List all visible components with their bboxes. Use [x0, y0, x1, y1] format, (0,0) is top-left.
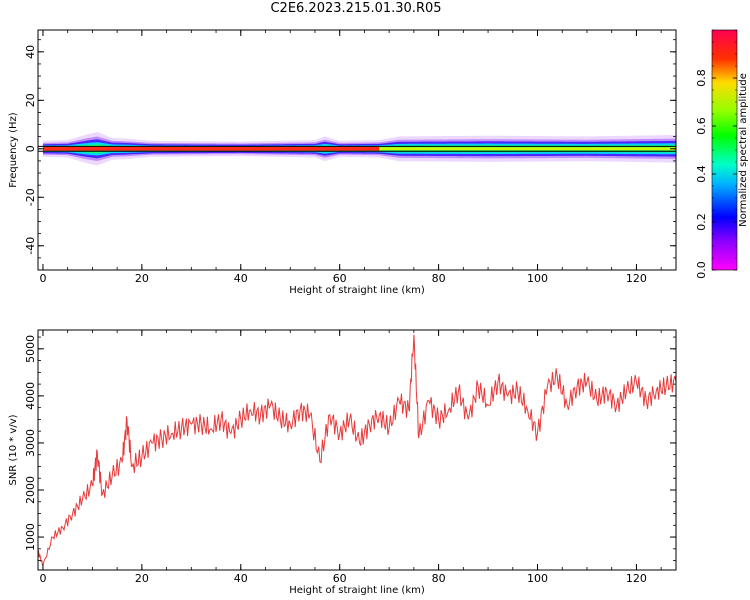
colorbar: 0.0 0.2 0.4 0.6 0.8 Normalized spectral ampl… — [695, 29, 749, 279]
y-tick-label: -20 — [24, 188, 37, 206]
x-tick-label: 80 — [432, 572, 446, 585]
colorbar-tick-label: 0.0 — [695, 261, 708, 279]
spectrogram-core — [42, 146, 380, 151]
snr-x-label: Height of straight line (km) — [289, 585, 425, 596]
y-tick-label: 1000 — [24, 523, 37, 551]
colorbar-tick-label: 0.2 — [695, 213, 708, 231]
x-tick-label: 120 — [626, 272, 647, 285]
colorbar-tick-label: 0.8 — [695, 69, 708, 87]
y-tick-label: 5000 — [24, 335, 37, 363]
y-tick-label: 20 — [24, 93, 37, 107]
y-tick-label: 4000 — [24, 382, 37, 410]
spectrogram-ticks: 0 20 40 60 80 100 120 -40 -20 0 20 40 — [24, 30, 676, 285]
spectrogram-x-label: Height of straight line (km) — [289, 285, 425, 296]
x-tick-label: 100 — [527, 272, 548, 285]
colorbar-gradient — [712, 30, 737, 270]
x-tick-label: 80 — [432, 272, 446, 285]
y-tick-label: 40 — [24, 45, 37, 59]
x-tick-label: 20 — [135, 572, 149, 585]
snr-series-line — [38, 334, 676, 567]
y-tick-label: -40 — [24, 237, 37, 255]
colorbar-label: Normalized spectral amplitude — [738, 73, 749, 227]
spectrogram-core — [379, 147, 676, 151]
snr-panel: 0 20 40 60 80 100 120 1000 2000 3000 4000 5000 Heig… — [8, 329, 677, 596]
colorbar-ticks: 0.0 0.2 0.4 0.6 0.8 — [695, 29, 737, 279]
chart-title: C2E6.2023.215.01.30.R05 — [270, 1, 442, 16]
x-tick-label: 60 — [333, 272, 347, 285]
snr-y-label: SNR (10 * v/v) — [8, 414, 19, 485]
y-tick-label: 3000 — [24, 429, 37, 457]
x-tick-label: 40 — [234, 272, 248, 285]
x-tick-label: 120 — [626, 572, 647, 585]
spectrogram-panel: 0 20 40 60 80 100 120 -40 -20 0 20 40 Height of str… — [8, 29, 677, 296]
x-tick-label: 60 — [333, 572, 347, 585]
x-tick-label: 40 — [234, 572, 248, 585]
y-tick-label: 0 — [24, 145, 37, 152]
x-tick-label: 20 — [135, 272, 149, 285]
x-tick-label: 100 — [527, 572, 548, 585]
snr-frame — [37, 329, 677, 571]
spectrogram-frame — [37, 29, 677, 271]
colorbar-tick-label: 0.4 — [695, 165, 708, 183]
x-tick-label: 0 — [39, 572, 46, 585]
colorbar-tick-label: 0.6 — [695, 117, 708, 135]
spectrogram-y-label: Frequency (Hz) — [8, 112, 19, 188]
x-tick-label: 0 — [39, 272, 46, 285]
y-tick-label: 2000 — [24, 476, 37, 504]
snr-ticks: 0 20 40 60 80 100 120 1000 2000 3000 4000 5000 — [24, 330, 676, 585]
spectrogram-band — [38, 132, 676, 166]
